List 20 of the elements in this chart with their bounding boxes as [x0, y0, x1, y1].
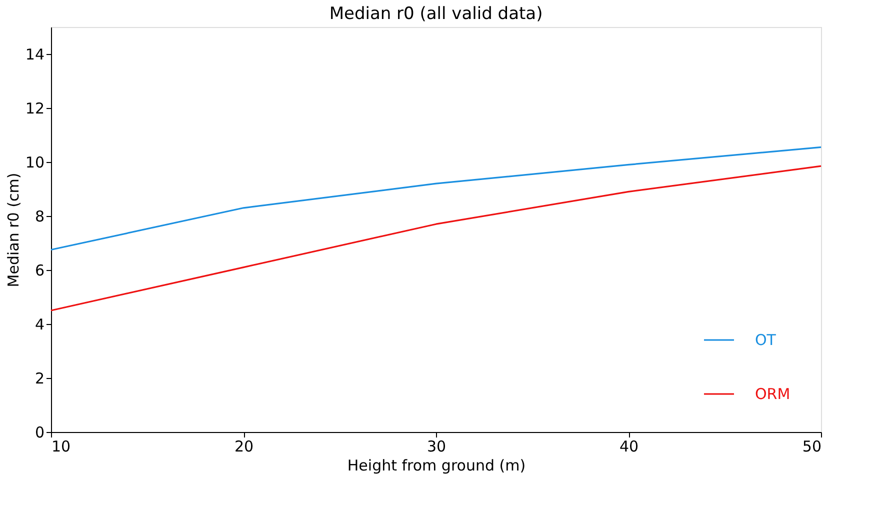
line-series	[50, 146, 822, 251]
x-tick-label: 30	[426, 438, 446, 456]
x-tick-label: 40	[619, 438, 639, 456]
y-tick-label: 6	[34, 262, 44, 280]
y-tick-label: 8	[34, 208, 44, 226]
x-tick-label: 50	[802, 438, 822, 456]
y-tick-label: 10	[25, 154, 44, 172]
y-tick-label: 0	[34, 424, 44, 442]
y-axis-title: Median r0 (cm)	[4, 172, 22, 288]
x-axis-title: Height from ground (m)	[347, 456, 526, 474]
y-tick-label: 2	[34, 370, 44, 388]
line-series	[50, 165, 822, 312]
legend-label: ORM	[755, 385, 790, 403]
x-tick-label: 10	[52, 438, 71, 456]
y-tick-label: 12	[25, 100, 44, 118]
y-tick-label: 4	[34, 316, 44, 334]
legend-label: OT	[755, 331, 777, 349]
x-tick-label: 20	[234, 438, 254, 456]
y-tick-label: 14	[25, 46, 44, 64]
chart-title: Median r0 (all valid data)	[329, 4, 543, 24]
